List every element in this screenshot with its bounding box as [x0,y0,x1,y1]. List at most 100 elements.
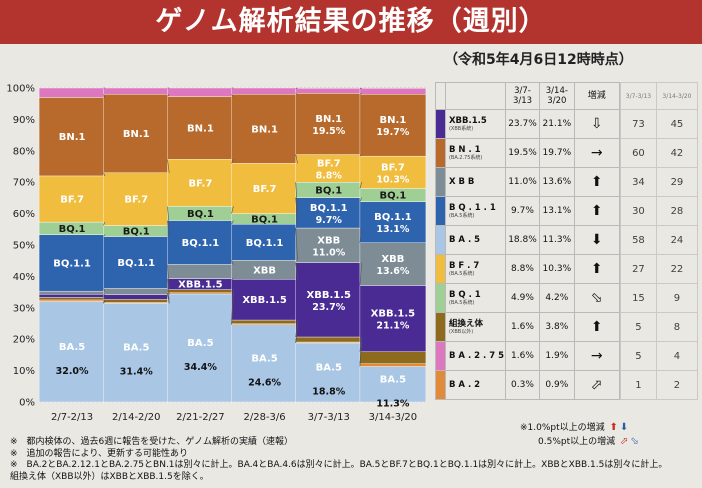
bar-segment [103,288,170,295]
segment-label: BF.7 [381,162,405,173]
footnote: ※ BA.2とBA.2.12.1とBA.2.75とBN.1は別々に計上。BA.4… [10,460,668,470]
variant-note: (XBB以外) [448,329,474,335]
value-label: 13.6% [376,266,409,277]
bar-segment [295,197,362,229]
connector-line [359,154,362,157]
y-tick-label: 100% [6,84,35,95]
trend-arrow-icon: → [573,138,621,168]
variant-week2-share: 11.3% [539,225,575,255]
bar-segment [231,94,298,164]
segment-label: XBB.1.5 [178,280,223,291]
variant-row: B Q . 1 (BA.5系統) 4.9% 4.2% ⬂ [435,283,621,313]
connector-line [102,221,106,226]
variant-note: (BA.5系統) [448,300,475,306]
connector-line [102,172,106,177]
variant-row: B Q . 1 . 1 (BA.5系統) 9.7% 13.1% ⬆ [435,196,621,226]
connector-line [359,342,363,364]
bar-segment [103,172,170,226]
connector-line [167,292,170,303]
segment-label: BN.1 [59,132,86,143]
variant-week1-share: 1.6% [504,341,541,371]
connector-line [103,301,106,304]
variant-week1-share: 11.0% [504,167,541,197]
trend-arrow-icon: ⬂ [573,283,621,313]
trend-arrow-icon: ⬇ [573,225,621,255]
connector-line [295,323,298,343]
bar-segment [359,366,427,403]
bar-segment [359,285,427,352]
count-week1: 34 [620,167,657,197]
count-week1: 5 [620,312,657,342]
bar-segment [38,290,106,295]
connector-line [295,154,298,164]
trend-legend: ※1.0%pt以上の増減 ⬆ ⬇ 0.5%pt以上の増減 ⬀ ⬂ [520,421,639,449]
segment-label: BN.1 [187,123,214,134]
y-tick-label: 20% [13,335,35,346]
connector-line [103,234,106,237]
connector-line [359,262,363,286]
connector-line [295,228,298,261]
footnote: 組換え体（XBB以外）はXBBとXBB.1.5を除く。 [10,471,209,482]
segment-label: BQ.1 [251,214,278,225]
y-tick-label: 50% [13,241,35,252]
count-week1: 60 [620,138,657,168]
connector-line [103,297,106,300]
segment-label: BF.7 [253,184,277,195]
count-week1: 15 [620,283,657,313]
count-row: 73 45 [620,109,699,139]
variant-note: (XBB系統) [448,126,474,132]
segment-label: XBB [253,265,276,276]
variant-table-header: 3/7- 3/13 3/14- 3/20 増減 [435,82,621,110]
bar-segment [167,220,234,265]
variant-row: X B B 11.0% 13.6% ⬆ [435,167,621,197]
variant-color-swatch [435,225,446,255]
value-label: 18.8% [312,386,345,397]
y-tick-label: 60% [13,209,35,220]
x-tick-label: 2/7-2/13 [51,412,93,423]
value-label: 34.4% [184,362,217,373]
segment-label: BQ.1.1 [182,238,220,249]
y-tick-label: 10% [13,366,35,377]
segment-label: BQ.1.1 [246,238,284,249]
segment-label: BN.1 [315,114,342,125]
value-label: 32.0% [56,366,89,377]
col-header-week2: 3/14- 3/20 [539,82,575,110]
count-row: 34 29 [620,167,699,197]
value-label: 23.7% [312,302,345,313]
segment-label: XBB.1.5 [242,295,287,306]
segment-label: BF.7 [60,194,84,205]
variant-color-swatch [435,196,446,226]
col-header-week1: 3/7- 3/13 [504,82,541,110]
variant-week2-share: 4.2% [539,283,575,313]
bar-segment [103,299,170,303]
bar-segment [359,201,427,244]
segment-label: XBB [317,235,340,246]
connector-line [295,320,298,338]
timestamp-subtitle: （令和5年4月6日12時時点） [444,52,633,68]
bar-segment [359,363,427,367]
variant-name: B A . 5 [444,225,506,255]
bar-segment [359,88,427,95]
variant-week2-share: 0.9% [539,370,575,400]
variant-week1-share: 23.7% [504,109,541,139]
variant-row: B A . 2 . 7 5 1.6% 1.9% → [435,341,621,371]
x-tick-label: 3/14-3/20 [369,412,418,423]
arrow-diag-down-icon: ⬂ [630,436,639,447]
count-week1: 27 [620,254,657,284]
variant-table: 3/7- 3/13 3/14- 3/20 増減 XBB.1.5 (XBB系統) 23… [435,82,621,400]
variant-color-swatch [435,254,446,284]
y-tick-label: 0% [19,398,35,409]
segment-label: BF.7 [317,158,341,169]
connector-line [167,206,170,226]
bar-segment [295,88,362,94]
variant-color-swatch [435,312,446,342]
count-week2: 8 [655,312,699,342]
connector-line [167,159,170,173]
variant-name: B F . 7 (BA.5系統) [444,254,506,284]
variant-week1-share: 1.6% [504,312,541,342]
connector-line [231,159,234,164]
segment-label: BA.5 [187,338,213,349]
connector-line [231,260,234,265]
